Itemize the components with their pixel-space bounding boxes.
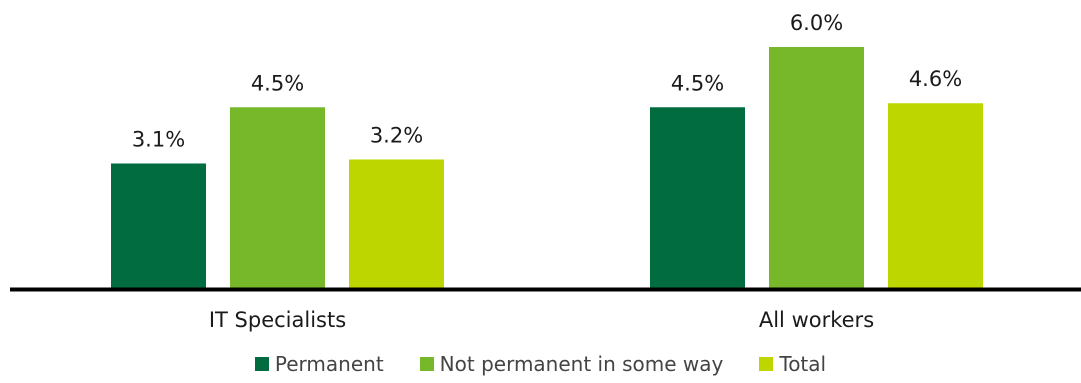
bar-1-1 [769, 47, 864, 288]
data-label-2-1: 4.6% [909, 67, 962, 91]
bar-1-0 [230, 107, 325, 288]
legend-item-permanent: Permanent [255, 352, 384, 376]
legend-swatch-permanent [255, 357, 269, 371]
legend-swatch-not-permanent [420, 357, 434, 371]
legend-label-not-permanent: Not permanent in some way [440, 352, 724, 376]
category-label-1: All workers [759, 308, 874, 332]
data-label-2-0: 3.2% [370, 123, 423, 147]
bar-0-1 [650, 107, 745, 288]
data-label-1-0: 4.5% [251, 71, 304, 95]
bar-2-0 [349, 159, 444, 288]
legend-swatch-total [759, 357, 773, 371]
bar-0-0 [111, 163, 206, 288]
legend: Permanent Not permanent in some way Tota… [0, 352, 1081, 376]
bar-chart: 3.1% 4.5% 4.5% 6.0% 3.2% 4.6% IT Specialists Al… [0, 0, 1081, 345]
data-label-1-1: 6.0% [790, 11, 843, 35]
legend-label-permanent: Permanent [275, 352, 384, 376]
data-label-0-1: 4.5% [671, 71, 724, 95]
bar-2-1 [888, 103, 983, 288]
legend-label-total: Total [779, 352, 826, 376]
legend-item-total: Total [759, 352, 826, 376]
legend-item-not-permanent: Not permanent in some way [420, 352, 724, 376]
category-label-0: IT Specialists [209, 308, 346, 332]
data-label-0-0: 3.1% [132, 127, 185, 151]
